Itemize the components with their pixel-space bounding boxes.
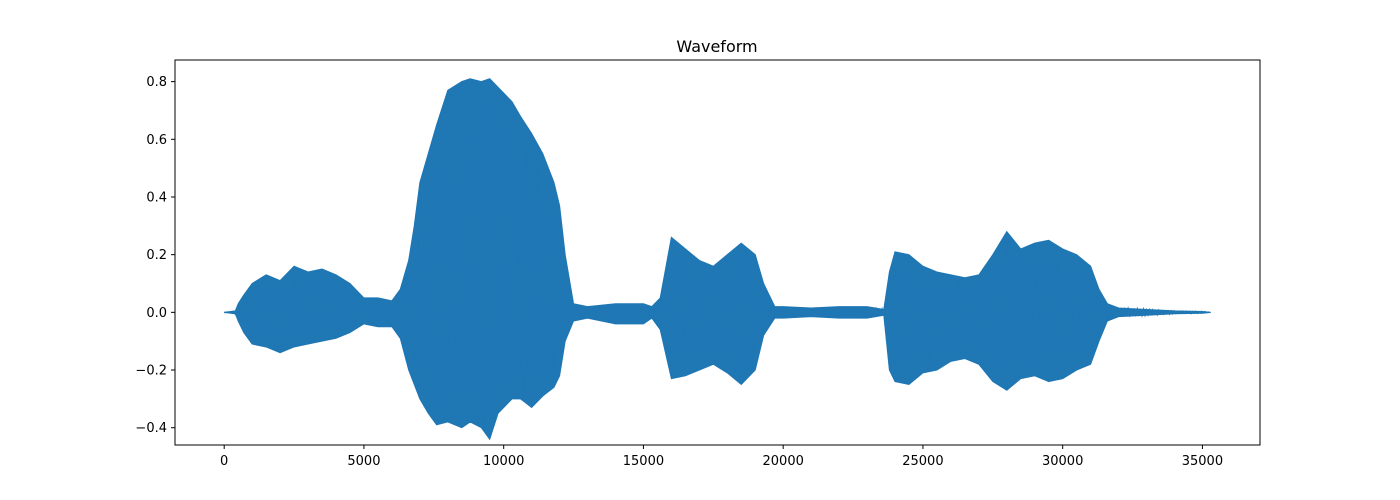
y-tick-label: 0.2 <box>146 248 167 263</box>
waveform-line <box>224 90 1210 430</box>
x-axis: 0 5000 10000 15000 20000 25000 30000 35000 <box>220 445 1223 469</box>
x-tick-label: 35000 <box>1182 454 1223 469</box>
x-tick-label: 5000 <box>347 454 380 469</box>
x-tick-label: 25000 <box>902 454 943 469</box>
y-tick-label: 0.8 <box>146 75 167 90</box>
y-tick-label: 0.0 <box>146 306 167 321</box>
y-axis: −0.4 −0.2 0.0 0.2 0.4 0.6 0.8 <box>135 75 175 436</box>
x-tick-label: 30000 <box>1042 454 1083 469</box>
y-tick-label: 0.4 <box>146 190 167 205</box>
x-tick-label: 0 <box>220 454 228 469</box>
y-tick-label: 0.6 <box>146 133 167 148</box>
axes-frame <box>174 59 1261 446</box>
x-tick-label: 15000 <box>623 454 664 469</box>
plot-area <box>224 78 1211 441</box>
y-tick-label: −0.4 <box>135 421 167 436</box>
x-tick-label: 20000 <box>763 454 804 469</box>
y-tick-label: −0.2 <box>135 364 167 379</box>
x-tick-label: 10000 <box>483 454 524 469</box>
chart-title: Waveform <box>676 37 757 56</box>
